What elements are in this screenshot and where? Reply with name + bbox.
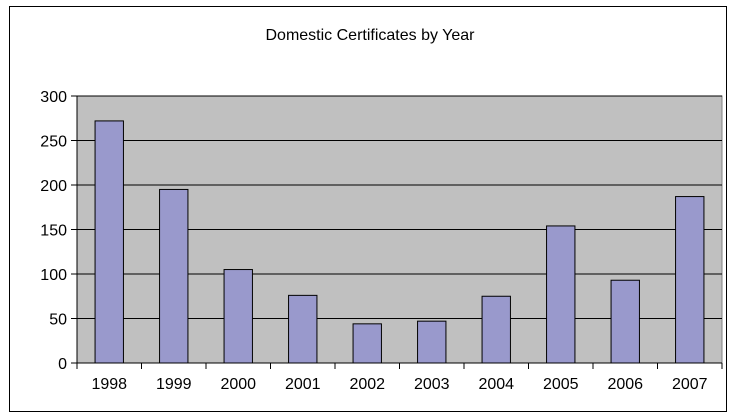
y-tick-label: 250	[40, 134, 67, 151]
tick-labels: 0 50 100 150 200 250 300 1998 1999 2000 2001 2002 20…	[40, 89, 707, 393]
y-tick-label: 0	[58, 356, 67, 373]
bars	[94, 120, 705, 364]
y-tick-label: 200	[40, 178, 67, 195]
bar	[352, 323, 382, 364]
bar	[481, 295, 511, 364]
y-tick-label: 150	[40, 223, 67, 240]
bar	[94, 120, 124, 364]
y-tick-label: 100	[40, 267, 67, 284]
x-tick-label: 2004	[478, 376, 514, 393]
x-tick-label: 1998	[91, 376, 127, 393]
x-tick-label: 2005	[543, 376, 579, 393]
bar	[546, 225, 576, 364]
chart-title: Domestic Certificates by Year	[265, 27, 475, 44]
bar	[610, 279, 640, 364]
axes	[71, 95, 723, 369]
x-tick-label: 2000	[220, 376, 256, 393]
bar	[288, 294, 318, 364]
x-tick-label: 1999	[156, 376, 192, 393]
x-tick-label: 2001	[285, 376, 321, 393]
x-tick-label: 2002	[349, 376, 385, 393]
bar	[159, 188, 189, 364]
x-tick-label: 2006	[607, 376, 643, 393]
bar	[223, 269, 253, 364]
bar	[417, 320, 447, 364]
x-tick-label: 2003	[414, 376, 450, 393]
bar	[675, 196, 705, 364]
y-tick-label: 300	[40, 89, 67, 106]
y-tick-label: 50	[49, 312, 67, 329]
x-tick-label: 2007	[672, 376, 708, 393]
